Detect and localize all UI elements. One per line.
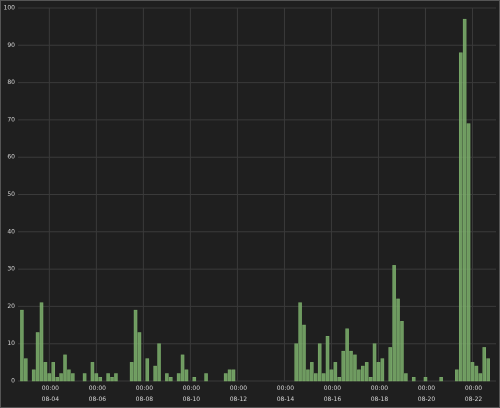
x-tick-label: 00:00 08-14: [276, 385, 295, 403]
y-tick-label: 20: [7, 303, 15, 310]
bar: [353, 354, 357, 382]
y-tick-label: 100: [4, 5, 16, 12]
bar: [35, 332, 40, 382]
bar: [82, 373, 87, 382]
bar: [55, 377, 59, 382]
bar: [133, 309, 138, 382]
bar: [388, 347, 392, 382]
bar: [180, 354, 185, 382]
bar: [392, 265, 396, 382]
y-tick-label: 60: [7, 154, 15, 161]
bar: [364, 362, 369, 382]
bar: [294, 343, 298, 382]
x-tick-label: 00:00 08-16: [323, 385, 342, 403]
bar: [411, 377, 416, 382]
y-tick-label: 40: [7, 228, 15, 235]
bar: [137, 332, 142, 382]
bar: [63, 354, 67, 382]
bar: [462, 18, 467, 382]
bar: [474, 365, 479, 382]
bar: [376, 362, 381, 382]
bar: [345, 328, 349, 382]
bar: [184, 369, 189, 382]
bar: [298, 302, 302, 382]
bar: [310, 362, 314, 382]
bar: [423, 377, 428, 382]
bar: [317, 343, 322, 382]
bar: [482, 347, 486, 382]
bar: [90, 362, 95, 382]
y-tick-label: 50: [7, 191, 15, 198]
x-tick-label: 00:00 08-18: [370, 385, 389, 403]
bar: [98, 377, 103, 382]
bar: [231, 369, 236, 382]
bar: [396, 298, 400, 382]
bar: [192, 377, 197, 382]
bar: [337, 377, 342, 382]
bar: [165, 373, 169, 382]
bar: [321, 373, 326, 382]
bar: [47, 373, 52, 382]
bar: [400, 321, 404, 382]
bar: [470, 362, 475, 382]
bar: [314, 373, 318, 382]
y-tick-label: 0: [11, 378, 15, 385]
y-tick-label: 30: [7, 266, 15, 273]
bar: [341, 350, 345, 382]
bar: [306, 369, 310, 382]
y-tick-label: 80: [7, 79, 15, 86]
bar: [110, 377, 114, 382]
x-tick-label: 00:00 08-08: [135, 385, 154, 403]
bar: [71, 373, 75, 382]
bar: [51, 362, 56, 382]
bar: [31, 369, 36, 382]
bar: [157, 343, 161, 382]
bar: [466, 123, 471, 382]
bar: [39, 302, 44, 382]
bar: [333, 362, 338, 382]
bar: [329, 369, 334, 382]
bar: [20, 309, 24, 382]
bar: [129, 362, 134, 382]
bar: [24, 358, 28, 382]
x-tick-label: 00:00 08-10: [182, 385, 201, 403]
bar: [439, 377, 443, 382]
x-tick-label: 00:00 08-12: [229, 385, 248, 403]
bar: [486, 358, 490, 382]
bar: [357, 369, 361, 382]
bar: [380, 358, 385, 382]
bar: [43, 362, 48, 382]
y-tick-label: 10: [7, 340, 15, 347]
bar: [223, 373, 228, 382]
y-tick-label: 70: [7, 116, 15, 123]
x-tick-label: 00:00 08-06: [88, 385, 107, 403]
bar: [361, 365, 365, 382]
bar: [94, 373, 99, 382]
bar: [302, 324, 306, 382]
y-tick-label: 90: [7, 42, 15, 49]
x-tick-label: 00:00 08-22: [464, 385, 483, 403]
bar: [325, 335, 330, 382]
bar: [204, 373, 208, 382]
x-tick-label: 00:00 08-20: [417, 385, 436, 403]
bar: [368, 377, 373, 382]
bar: [478, 373, 483, 382]
bar: [169, 377, 173, 382]
bar: [176, 373, 181, 382]
bar: [106, 373, 110, 382]
bar: [153, 365, 157, 382]
bar: [455, 369, 459, 382]
bar: [349, 350, 353, 382]
bar: [372, 343, 377, 382]
bar: [67, 369, 71, 382]
bar: [227, 369, 232, 382]
bar: [114, 373, 118, 382]
x-tick-label: 00:00 08-04: [41, 385, 60, 403]
bar: [404, 373, 408, 382]
bar: [59, 373, 63, 382]
bar: [458, 52, 463, 382]
bar: [145, 358, 150, 382]
